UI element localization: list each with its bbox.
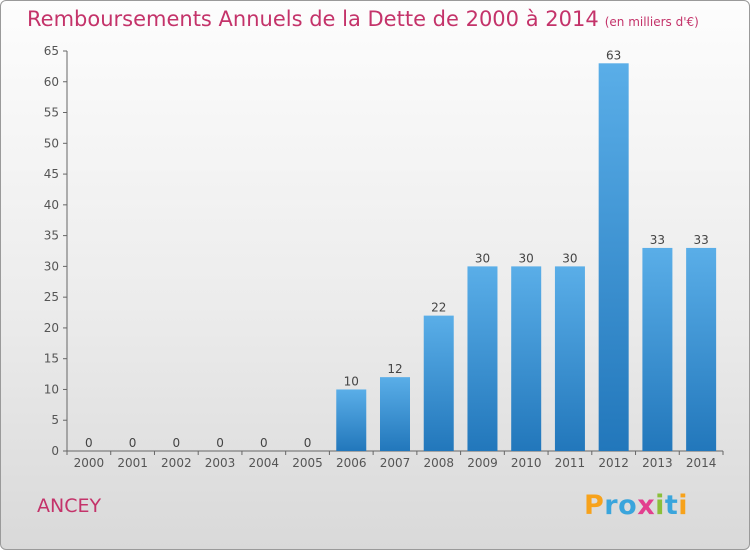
y-tick-label: 0: [51, 444, 59, 458]
x-tick-label: 2012: [598, 456, 629, 470]
x-tick-label: 2006: [336, 456, 367, 470]
x-tick-label: 2009: [467, 456, 498, 470]
bar: [598, 63, 629, 452]
chart-title-text: Remboursements Annuels de la Dette de 20…: [27, 7, 599, 31]
chart-value-labels: 0 0 0 0 0 0 10 12 22 30 30 30 63 33 33: [85, 48, 709, 450]
data-label: 0: [85, 436, 93, 450]
bar: [642, 247, 673, 451]
data-label: 0: [304, 436, 312, 450]
x-tick-label: 2000: [74, 456, 105, 470]
logo-letter: P: [584, 490, 605, 521]
x-tick-label: 2004: [249, 456, 280, 470]
data-label: 0: [129, 436, 137, 450]
x-tick-label: 2005: [292, 456, 323, 470]
x-tick-label: 2013: [642, 456, 673, 470]
y-tick-label: 25: [44, 290, 59, 304]
bar: [511, 266, 542, 451]
bar: [380, 377, 410, 451]
y-tick-label: 40: [44, 198, 59, 212]
y-tick-label: 20: [44, 321, 59, 335]
data-label: 33: [693, 233, 708, 247]
y-tick-label: 60: [44, 75, 59, 89]
logo-letter: t: [664, 490, 679, 521]
data-label: 30: [475, 251, 490, 265]
x-tick-label: 2011: [555, 456, 586, 470]
y-tick-label: 45: [44, 167, 59, 181]
data-label: 0: [216, 436, 224, 450]
proxiti-logo: Proxiti: [584, 490, 688, 521]
y-tick-label: 10: [44, 382, 59, 396]
chart-bars: [336, 63, 717, 452]
data-label: 63: [606, 48, 621, 62]
y-tick-label: 55: [44, 106, 59, 120]
data-label: 0: [260, 436, 268, 450]
data-label: 12: [387, 362, 402, 376]
chart-title: Remboursements Annuels de la Dette de 20…: [27, 7, 699, 31]
y-tick-label: 35: [44, 229, 59, 243]
logo-letter: i: [655, 490, 665, 521]
x-tick-label: 2003: [205, 456, 236, 470]
data-label: 33: [650, 233, 665, 247]
bar: [336, 389, 367, 451]
logo-letter: o: [618, 490, 638, 521]
data-label: 30: [519, 251, 534, 265]
y-tick-label: 30: [44, 259, 59, 273]
data-label: 22: [431, 301, 446, 315]
x-tick-label: 2007: [380, 456, 411, 470]
bar: [686, 247, 717, 451]
data-label: 0: [173, 436, 181, 450]
bar: [554, 266, 585, 451]
logo-letter: x: [637, 490, 656, 521]
x-tick-label: 2008: [423, 456, 454, 470]
chart-subtitle: (en milliers d'€): [604, 15, 699, 29]
x-tick-label: 2001: [117, 456, 148, 470]
commune-name: ANCEY: [37, 495, 102, 517]
data-label: 30: [562, 251, 577, 265]
x-tick-label: 2014: [686, 456, 717, 470]
y-tick-label: 50: [44, 136, 59, 150]
bar: [467, 266, 498, 451]
chart-axes: 0 5 10 15 20 25 30 35 40 45 50 55 60 65 2000 2001 2002 20…: [44, 44, 724, 470]
y-tick-label: 15: [44, 352, 59, 366]
x-tick-label: 2002: [161, 456, 192, 470]
bar: [423, 315, 454, 451]
y-tick-label: 65: [44, 44, 59, 58]
y-tick-label: 5: [51, 413, 59, 427]
logo-letter: r: [604, 490, 619, 521]
x-tick-label: 2010: [511, 456, 542, 470]
logo-letter: i: [678, 490, 689, 521]
data-label: 10: [344, 374, 359, 388]
